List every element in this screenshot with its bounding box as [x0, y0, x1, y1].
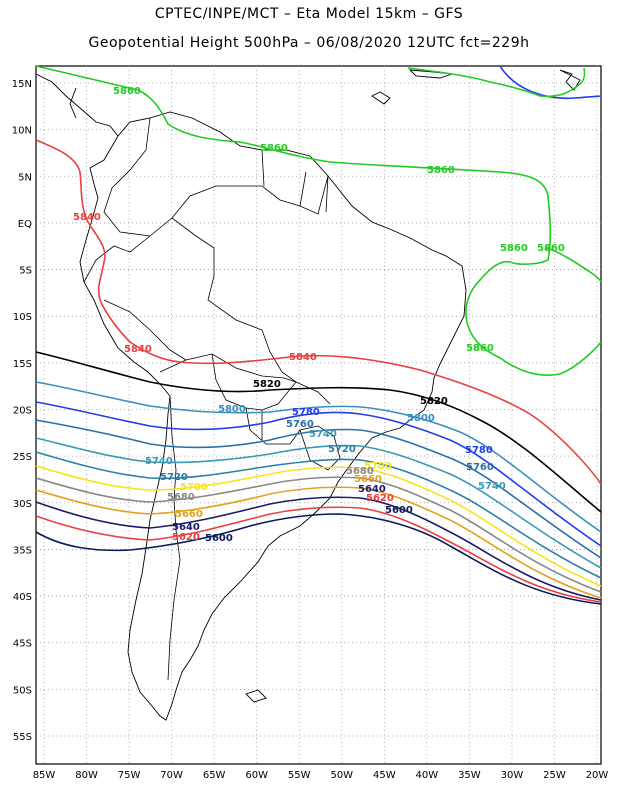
- caribbean-island: [559, 69, 581, 91]
- contour-5680: [35, 476, 602, 593]
- longitude-label: 25W: [543, 770, 566, 781]
- contour-label-5780: 5780: [292, 407, 320, 418]
- contour-label-5680: 5680: [346, 466, 374, 477]
- contour-label-5860: 5860: [113, 86, 141, 97]
- latitude-tick-labels: 15N 10N 5N EQ 5S 10S 15S 20S 25S 30S 35S 40S 45S 50S 5…: [12, 79, 32, 743]
- contour-label-5600: 5600: [205, 533, 233, 544]
- longitude-label: 85W: [33, 770, 56, 781]
- contour-5840: [35, 139, 602, 485]
- contour-5700: [35, 465, 602, 587]
- contour-label-5740: 5740: [478, 481, 506, 492]
- contour-label-5860: 5860: [466, 343, 494, 354]
- longitude-label: 65W: [203, 770, 226, 781]
- longitude-label: 60W: [245, 770, 268, 781]
- contour-5640: [35, 496, 602, 601]
- contour-label-5640: 5640: [172, 522, 200, 533]
- coastlines-borders: [35, 69, 581, 721]
- contour-label-5860: 5860: [427, 165, 455, 176]
- latitude-label: 25S: [13, 452, 32, 463]
- contour-label-5720: 5720: [328, 444, 356, 455]
- contour-label-5760: 5760: [286, 419, 314, 430]
- contour-label-5680: 5680: [167, 492, 195, 503]
- contour-label-5600: 5600: [385, 505, 413, 516]
- contour-label-5660: 5660: [175, 509, 203, 520]
- contour-label-5640: 5640: [358, 484, 386, 495]
- contour-label-5860: 5860: [260, 143, 288, 154]
- latitude-label: EQ: [18, 219, 32, 230]
- longitude-label: 80W: [75, 770, 98, 781]
- latitude-label: 15S: [13, 359, 32, 370]
- longitude-label: 55W: [288, 770, 311, 781]
- latitude-label: 10S: [13, 312, 32, 323]
- contour-5620: [35, 506, 602, 603]
- contour-5760: [35, 419, 602, 559]
- contour-label-5820: 5820: [420, 396, 448, 407]
- latitude-label: 55S: [13, 732, 32, 743]
- longitude-label: 35W: [458, 770, 481, 781]
- longitude-label: 45W: [373, 770, 396, 781]
- contour-label-5840: 5840: [73, 212, 101, 223]
- map-title-line1: CPTEC/INPE/MCT – Eta Model 15km – GFS: [154, 6, 464, 22]
- latitude-label: 5N: [18, 172, 32, 183]
- contour-5860: [35, 65, 602, 377]
- contour-label-5700: 5700: [180, 482, 208, 493]
- latitude-label: 20S: [13, 406, 32, 417]
- contour-5780: [35, 401, 602, 547]
- latitude-label: 50S: [13, 685, 32, 696]
- contour-5660: [35, 486, 602, 599]
- contour-5860: [407, 67, 586, 98]
- longitude-label: 70W: [160, 770, 183, 781]
- longitude-label: 75W: [118, 770, 141, 781]
- contour-label-5840: 5840: [289, 352, 317, 363]
- contour-label-5700: 5700: [364, 461, 392, 472]
- longitude-label: 50W: [330, 770, 353, 781]
- latitude-label: 15N: [12, 79, 32, 90]
- map-title-line2: Geopotential Height 500hPa – 06/08/2020 …: [88, 35, 530, 51]
- contour-label-5860: 5860: [500, 243, 528, 254]
- contour-label-5660: 5660: [354, 474, 382, 485]
- contour-5720: [35, 451, 602, 579]
- latitude-label: 30S: [13, 499, 32, 510]
- longitude-label: 20W: [586, 770, 609, 781]
- central-america-coastline: [35, 73, 119, 137]
- contour-5820: [35, 351, 602, 513]
- contour-label-5800: 5800: [218, 404, 246, 415]
- contour-label-5740: 5740: [309, 429, 337, 440]
- falkland-islands: [245, 689, 267, 703]
- longitude-label: 40W: [416, 770, 439, 781]
- latitude-label: 35S: [13, 545, 32, 556]
- contour-label-5800: 5800: [407, 413, 435, 424]
- latitude-label: 5S: [19, 266, 32, 277]
- contour-label-5620: 5620: [366, 493, 394, 504]
- contour-5800: [35, 381, 602, 533]
- contour-5740: [35, 437, 602, 569]
- latitude-label: 40S: [13, 592, 32, 603]
- contour-5860: [545, 247, 602, 283]
- contour-label-5780: 5780: [465, 445, 493, 456]
- height-contours: [35, 65, 602, 605]
- contour-label-5860: 5860: [537, 243, 565, 254]
- contour-labels: 5860 5860 5860 5860 5860 5860 5840 5840 …: [73, 86, 565, 544]
- caribbean-island: [371, 91, 391, 105]
- contour-label-5620: 5620: [172, 532, 200, 543]
- longitude-tick-labels: 85W 80W 75W 70W 65W 60W 55W 50W 45W 40W 35W 30W 25W 2…: [33, 770, 609, 781]
- contour-label-5720: 5720: [160, 472, 188, 483]
- contour-label-5820: 5820: [253, 379, 281, 390]
- contour-label-5740: 5740: [145, 456, 173, 467]
- map-frame: [35, 65, 602, 765]
- contour-5600: [35, 513, 602, 605]
- latitude-label: 45S: [13, 639, 32, 650]
- contour-label-5760: 5760: [466, 462, 494, 473]
- contour-label-5840: 5840: [124, 344, 152, 355]
- contour-high-blue: [499, 65, 602, 100]
- longitude-label: 30W: [501, 770, 524, 781]
- latitude-label: 10N: [12, 126, 32, 137]
- central-america-border: [69, 87, 77, 119]
- country-borders: [83, 117, 341, 681]
- lat-lon-grid: [36, 66, 601, 764]
